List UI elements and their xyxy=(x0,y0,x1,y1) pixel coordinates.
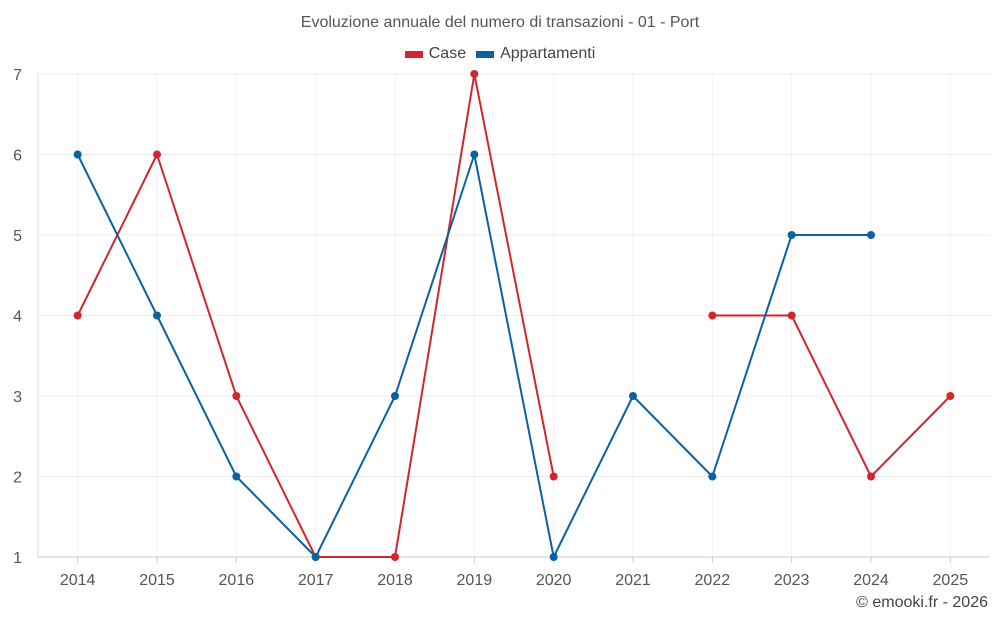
x-tick-label: 2020 xyxy=(536,572,572,589)
x-tick-label: 2023 xyxy=(774,572,810,589)
data-point-appartamenti xyxy=(232,472,241,481)
x-tick-label: 2022 xyxy=(695,572,731,589)
data-point-appartamenti xyxy=(470,150,479,159)
data-point-case xyxy=(787,311,796,320)
legend-item-appartamenti[interactable]: Appartamenti xyxy=(476,45,595,63)
y-tick-label: 2 xyxy=(13,470,22,487)
x-tick-label: 2019 xyxy=(457,572,493,589)
y-tick-label: 1 xyxy=(13,550,22,567)
legend-item-case[interactable]: Case xyxy=(404,45,467,63)
data-point-appartamenti xyxy=(153,311,161,320)
x-tick-label: 2017 xyxy=(298,572,334,589)
data-point-appartamenti xyxy=(391,392,399,400)
legend-swatch-appartamenti xyxy=(476,50,495,58)
data-point-case xyxy=(470,70,479,78)
data-point-case xyxy=(391,553,399,561)
data-point-appartamenti xyxy=(867,231,875,239)
data-point-case xyxy=(946,392,955,400)
y-tick-label: 5 xyxy=(13,228,22,245)
y-tick-label: 4 xyxy=(13,309,22,326)
data-point-appartamenti xyxy=(73,150,82,159)
data-point-appartamenti xyxy=(708,472,717,481)
data-point-appartamenti xyxy=(629,392,637,400)
data-point-appartamenti xyxy=(549,553,558,561)
legend: Case Appartamenti xyxy=(0,45,1000,63)
data-point-case xyxy=(549,472,558,481)
y-tick-label: 6 xyxy=(13,148,22,165)
data-point-appartamenti xyxy=(311,553,320,561)
x-tick-label: 2014 xyxy=(60,572,96,589)
series-line-case xyxy=(712,314,952,478)
legend-swatch-case xyxy=(404,50,423,58)
x-tick-label: 2018 xyxy=(377,572,413,589)
x-tick-label: 2015 xyxy=(139,572,175,589)
data-point-case xyxy=(73,311,82,320)
data-point-appartamenti xyxy=(787,231,796,239)
x-tick-label: 2025 xyxy=(933,572,969,589)
x-tick-label: 2021 xyxy=(615,572,651,589)
data-point-case xyxy=(708,311,717,320)
x-tick-label: 2016 xyxy=(219,572,255,589)
data-point-case xyxy=(232,392,241,400)
x-tick-label: 2024 xyxy=(853,572,889,589)
chart-title: Evoluzione annuale del numero di transaz… xyxy=(300,14,700,31)
data-point-case xyxy=(153,150,161,159)
y-tick-label: 3 xyxy=(13,389,22,406)
data-point-case xyxy=(867,472,875,481)
credit-text: © emooki.fr - 2026 xyxy=(856,594,988,611)
legend-label-appartamenti: Appartamenti xyxy=(500,45,596,62)
legend-label-case: Case xyxy=(428,45,467,62)
y-tick-label: 7 xyxy=(13,67,22,84)
